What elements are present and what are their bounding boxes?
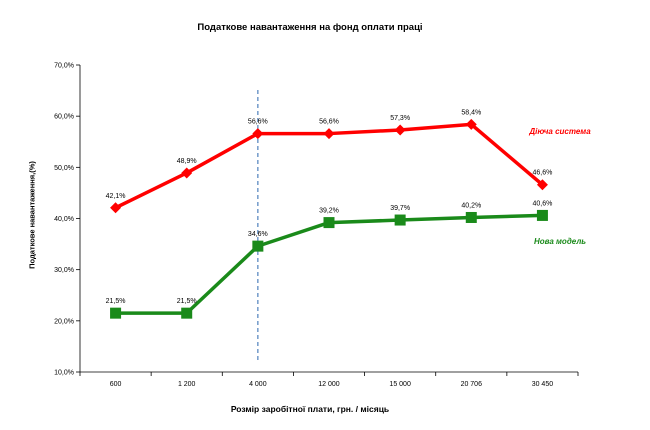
data-label: 21,5%: [106, 298, 126, 305]
data-label: 57,3%: [390, 115, 410, 122]
data-label: 34,6%: [248, 231, 268, 238]
data-label: 39,2%: [319, 208, 339, 215]
x-tick-label: 600: [110, 381, 122, 388]
y-tick-label: 40,0%: [54, 216, 74, 223]
data-label: 46,6%: [532, 170, 552, 177]
y-tick-label: 70,0%: [54, 63, 74, 70]
x-tick-label: 30 450: [532, 381, 554, 388]
y-tick-label: 30,0%: [54, 267, 74, 274]
x-tick-label: 12 000: [318, 381, 340, 388]
x-axis-label: Розмір заробітної плати, грн. / місяць: [230, 404, 390, 414]
data-label: 40,6%: [532, 200, 552, 207]
x-tick-label: 20 706: [461, 381, 483, 388]
x-tick-label: 1 200: [178, 381, 196, 388]
data-label: 42,1%: [106, 193, 126, 200]
data-point-1: [181, 167, 193, 179]
data-point-1: [323, 128, 335, 140]
y-tick-label: 60,0%: [54, 114, 74, 121]
data-point-2: [181, 307, 193, 319]
data-label: 40,2%: [461, 202, 481, 209]
data-label: 39,7%: [390, 205, 410, 212]
data-point-1: [252, 128, 264, 140]
data-point-1: [536, 179, 548, 191]
data-label: 58,4%: [461, 109, 481, 116]
data-label: 56,6%: [248, 119, 268, 126]
y-tick-label: 10,0%: [54, 370, 74, 377]
y-tick-label: 50,0%: [54, 165, 74, 172]
data-point-2: [110, 307, 122, 319]
legend-label-series-2: Нова модель: [534, 237, 586, 246]
chart-title: Податкове навантаження на фонд оплати пр…: [197, 22, 423, 33]
data-point-2: [536, 209, 548, 221]
data-point-1: [465, 118, 477, 130]
data-label: 21,5%: [177, 298, 197, 305]
x-tick-label: 15 000: [389, 381, 411, 388]
data-point-2: [465, 211, 477, 223]
data-label: 56,6%: [319, 119, 339, 126]
data-point-2: [323, 217, 335, 229]
data-point-1: [110, 202, 122, 214]
data-point-2: [252, 240, 264, 252]
data-point-1: [394, 124, 406, 136]
x-tick-label: 4 000: [249, 381, 267, 388]
data-point-2: [394, 214, 406, 226]
y-tick-label: 20,0%: [54, 318, 74, 325]
data-label: 48,9%: [177, 158, 197, 165]
legend-label-series-1: Діюча система: [528, 127, 591, 136]
